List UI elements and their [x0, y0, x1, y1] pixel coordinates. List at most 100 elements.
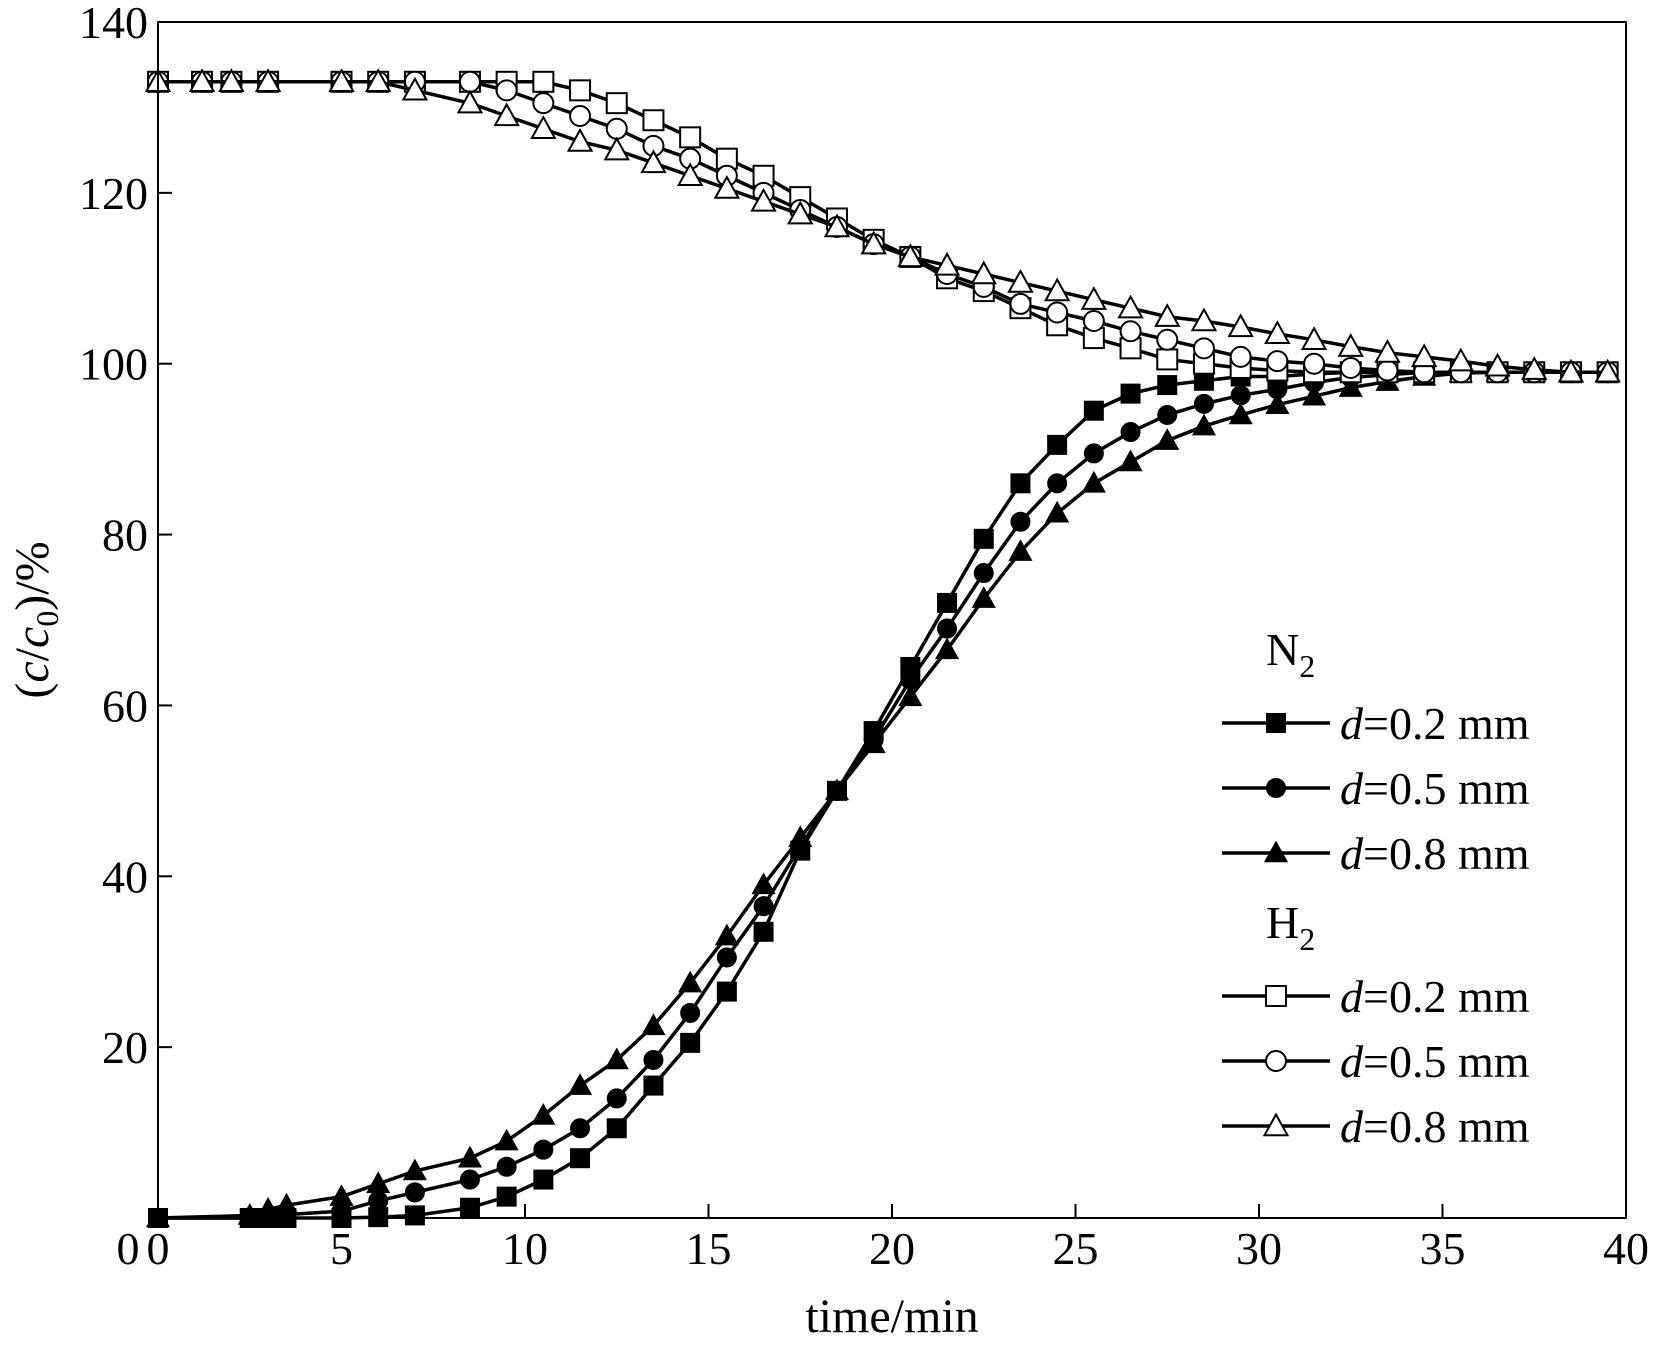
data-point [237, 1203, 262, 1225]
legend-marker [1263, 840, 1289, 863]
data-point [459, 1197, 480, 1218]
data-point [973, 528, 994, 549]
data-point [1338, 375, 1363, 397]
data-point [823, 213, 851, 238]
data-point [1045, 500, 1070, 523]
data-point [1080, 286, 1108, 310]
legend-item: d=0.8 mm [1222, 1101, 1530, 1152]
data-point [1043, 277, 1071, 302]
y-title-open: ( [6, 683, 59, 699]
data-point [716, 947, 737, 968]
x-tick-label: 15 [686, 1223, 732, 1274]
data-point [533, 1139, 554, 1160]
data-point [569, 79, 592, 102]
data-point [1228, 402, 1253, 425]
data-point [1120, 422, 1141, 443]
data-point [1594, 358, 1621, 383]
data-point [604, 1047, 629, 1070]
series-line [158, 80, 1608, 375]
data-point [640, 149, 667, 174]
data-point [606, 1088, 627, 1109]
data-point [1265, 392, 1290, 414]
data-point [1190, 307, 1218, 332]
data-point [1376, 359, 1399, 382]
legend-label: d=0.8 mm [1340, 1101, 1530, 1152]
data-point [1192, 337, 1215, 360]
data-point [716, 981, 737, 1002]
data-point [1156, 328, 1179, 351]
data-point [274, 1192, 299, 1215]
data-point [1193, 393, 1214, 414]
data-point [404, 1182, 425, 1203]
data-point [642, 109, 665, 132]
data-point [1229, 345, 1252, 368]
data-point [824, 778, 849, 801]
axis-ticks [157, 21, 1627, 1218]
legend-marker [1262, 1112, 1290, 1137]
data-point [366, 1171, 391, 1194]
y-title-slash: / [6, 647, 59, 661]
data-point [458, 70, 481, 93]
data-point [1155, 428, 1180, 450]
data-point [1521, 356, 1548, 380]
legend-label: d=0.2 mm [1340, 698, 1530, 749]
data-point [1191, 413, 1216, 436]
data-point [1447, 347, 1475, 372]
data-point [680, 1002, 701, 1023]
data-point [750, 187, 777, 212]
data-point [603, 136, 630, 161]
data-point [933, 251, 961, 276]
data-point [1010, 473, 1031, 494]
legend-item: d=0.5 mm [1222, 1036, 1530, 1087]
x-tick-label: 30 [1236, 1223, 1282, 1274]
y-tick-label: 120 [79, 168, 148, 219]
data-point [1083, 400, 1104, 421]
y-title-sub0: 0 [29, 611, 65, 627]
data-point [860, 230, 887, 255]
x-tick-label: 40 [1603, 1223, 1649, 1274]
data-point [495, 79, 518, 102]
y-title-c0: c [6, 627, 59, 648]
data-point [753, 896, 774, 917]
x-tick-label: 25 [1053, 1223, 1099, 1274]
x-tick-label: 20 [869, 1223, 915, 1274]
data-point [753, 921, 774, 942]
legend-item: d=0.2 mm [1222, 971, 1530, 1022]
data-point [1300, 326, 1328, 350]
series-H2-circle [147, 70, 1619, 384]
data-point [1410, 343, 1438, 368]
legend-label: d=0.5 mm [1340, 763, 1530, 814]
data-point [1119, 320, 1142, 343]
data-point [935, 637, 960, 660]
data-point [456, 89, 484, 114]
data-point [532, 70, 555, 93]
data-point [751, 872, 776, 895]
legend-marker [1266, 713, 1286, 733]
data-point [713, 175, 741, 199]
data-point [641, 1013, 666, 1036]
data-point [1557, 358, 1585, 383]
data-point [1007, 268, 1034, 293]
data-point [1156, 348, 1179, 371]
data-point [566, 128, 594, 152]
data-point [569, 104, 592, 127]
legend-marker [1265, 1050, 1287, 1072]
data-point [1302, 383, 1327, 406]
data-point [680, 1032, 701, 1053]
series-H2-square [147, 70, 1619, 384]
data-point [533, 1169, 554, 1190]
data-point [404, 1205, 425, 1226]
data-point [1303, 352, 1326, 375]
legend: N2 H2 d=0.2 mm d=0.5 mm d=0.8 mm d=0.2 mm d=0.… [1222, 624, 1530, 1152]
series-line [158, 80, 1608, 375]
legend-item: d=0.2 mm [1222, 698, 1530, 749]
data-point [1484, 352, 1511, 377]
y-title-c: c [6, 661, 59, 682]
y-tick-label: 80 [102, 510, 148, 561]
data-point [1118, 449, 1143, 472]
data-point [1117, 294, 1144, 319]
data-point [254, 68, 282, 92]
data-point [676, 162, 704, 186]
data-point [606, 1118, 627, 1139]
